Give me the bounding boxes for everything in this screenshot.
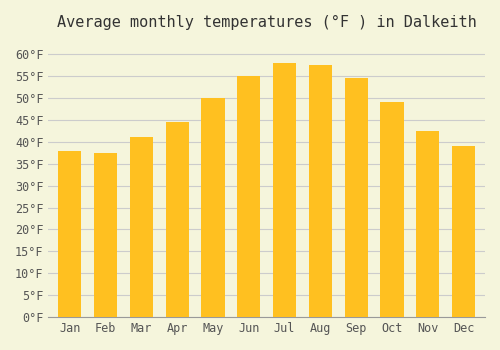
Title: Average monthly temperatures (°F ) in Dalkeith: Average monthly temperatures (°F ) in Da… [57,15,476,30]
Bar [380,102,404,317]
Bar [202,98,224,317]
Bar [94,153,118,317]
Bar [58,150,82,317]
Bar [130,137,153,317]
Bar [344,78,368,317]
Bar [416,131,440,317]
Bar [273,63,296,317]
Bar [308,65,332,317]
Bar [166,122,189,317]
Bar [452,146,475,317]
Bar [237,76,260,317]
